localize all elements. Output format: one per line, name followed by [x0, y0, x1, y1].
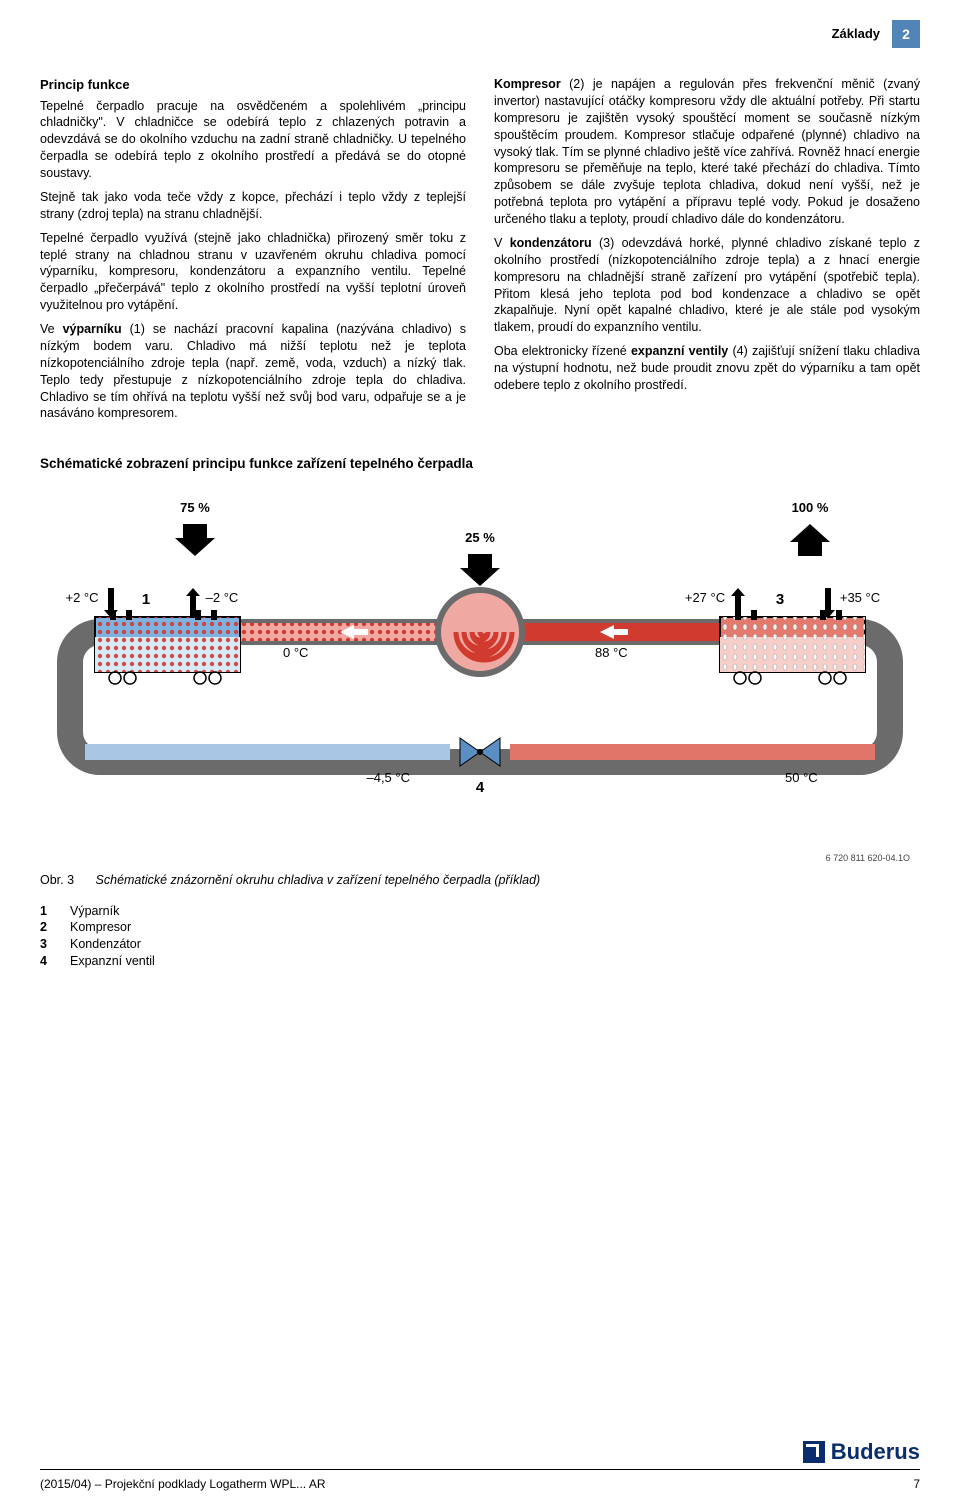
svg-text:0 °C: 0 °C — [283, 645, 308, 660]
svg-text:4: 4 — [476, 779, 485, 796]
svg-text:–4,5 °C: –4,5 °C — [366, 770, 410, 785]
legend-row: 4 Expanzní ventil — [40, 953, 920, 970]
header-number-box: 2 — [892, 20, 920, 48]
svg-text:88 °C: 88 °C — [595, 645, 628, 660]
footer: (2015/04) – Projekční podklady Logatherm… — [40, 1469, 920, 1492]
svg-text:+27 °C: +27 °C — [685, 590, 725, 605]
svg-text:75 %: 75 % — [180, 500, 210, 515]
buderus-icon — [803, 1441, 825, 1463]
right-column: Kompresor (2) je napájen a regulován pře… — [494, 76, 920, 429]
legend-row: 3 Kondenzátor — [40, 936, 920, 953]
paragraph: Tepelné čerpadlo využívá (stejně jako ch… — [40, 230, 466, 314]
schematic-title: Schématické zobrazení principu funkce za… — [40, 455, 920, 473]
figure-caption: Obr. 3 Schématické znázornění okruhu chl… — [40, 872, 920, 889]
header-bar: Základy 2 — [40, 20, 920, 48]
footer-left: (2015/04) – Projekční podklady Logatherm… — [40, 1476, 326, 1492]
diagram-svg: 75 % 25 % 100 % +2 °C 1 –2 °C +27 °C 3 +… — [40, 492, 920, 842]
svg-text:+35 °C: +35 °C — [840, 590, 880, 605]
figure-caption-text: Schématické znázornění okruhu chladiva v… — [96, 873, 541, 887]
legend: 1 Výparník 2 Kompresor 3 Kondenzátor 4 E… — [40, 903, 920, 971]
svg-text:3: 3 — [776, 591, 784, 608]
legend-row: 2 Kompresor — [40, 919, 920, 936]
left-column: Princip funkce Tepelné čerpadlo pracuje … — [40, 76, 466, 429]
paragraph: Stejně tak jako voda teče vždy z kopce, … — [40, 189, 466, 223]
svg-text:–2 °C: –2 °C — [206, 590, 239, 605]
paragraph: Kompresor (2) je napájen a regulován pře… — [494, 76, 920, 228]
buderus-logo: Buderus — [803, 1437, 920, 1467]
svg-text:25 %: 25 % — [465, 530, 495, 545]
heat-pump-diagram: 75 % 25 % 100 % +2 °C 1 –2 °C +27 °C 3 +… — [40, 492, 920, 842]
header-title: Základy — [832, 25, 892, 43]
diagram-id: 6 720 811 620-04.1O — [40, 852, 920, 864]
paragraph: Tepelné čerpadlo pracuje na osvědčeném a… — [40, 98, 466, 182]
paragraph: Oba elektronicky řízené expanzní ventily… — [494, 343, 920, 394]
section-title: Princip funkce — [40, 76, 466, 94]
svg-text:1: 1 — [142, 591, 150, 608]
footer-page-number: 7 — [913, 1476, 920, 1492]
svg-text:+2 °C: +2 °C — [65, 590, 98, 605]
figure-label: Obr. 3 — [40, 873, 74, 887]
svg-text:50 °C: 50 °C — [785, 770, 818, 785]
svg-text:100 %: 100 % — [792, 500, 829, 515]
paragraph: V kondenzátoru (3) odevzdává horké, plyn… — [494, 235, 920, 336]
paragraph: Ve výparníku (1) se nachází pracovní kap… — [40, 321, 466, 422]
legend-row: 1 Výparník — [40, 903, 920, 920]
body-columns: Princip funkce Tepelné čerpadlo pracuje … — [40, 76, 920, 429]
